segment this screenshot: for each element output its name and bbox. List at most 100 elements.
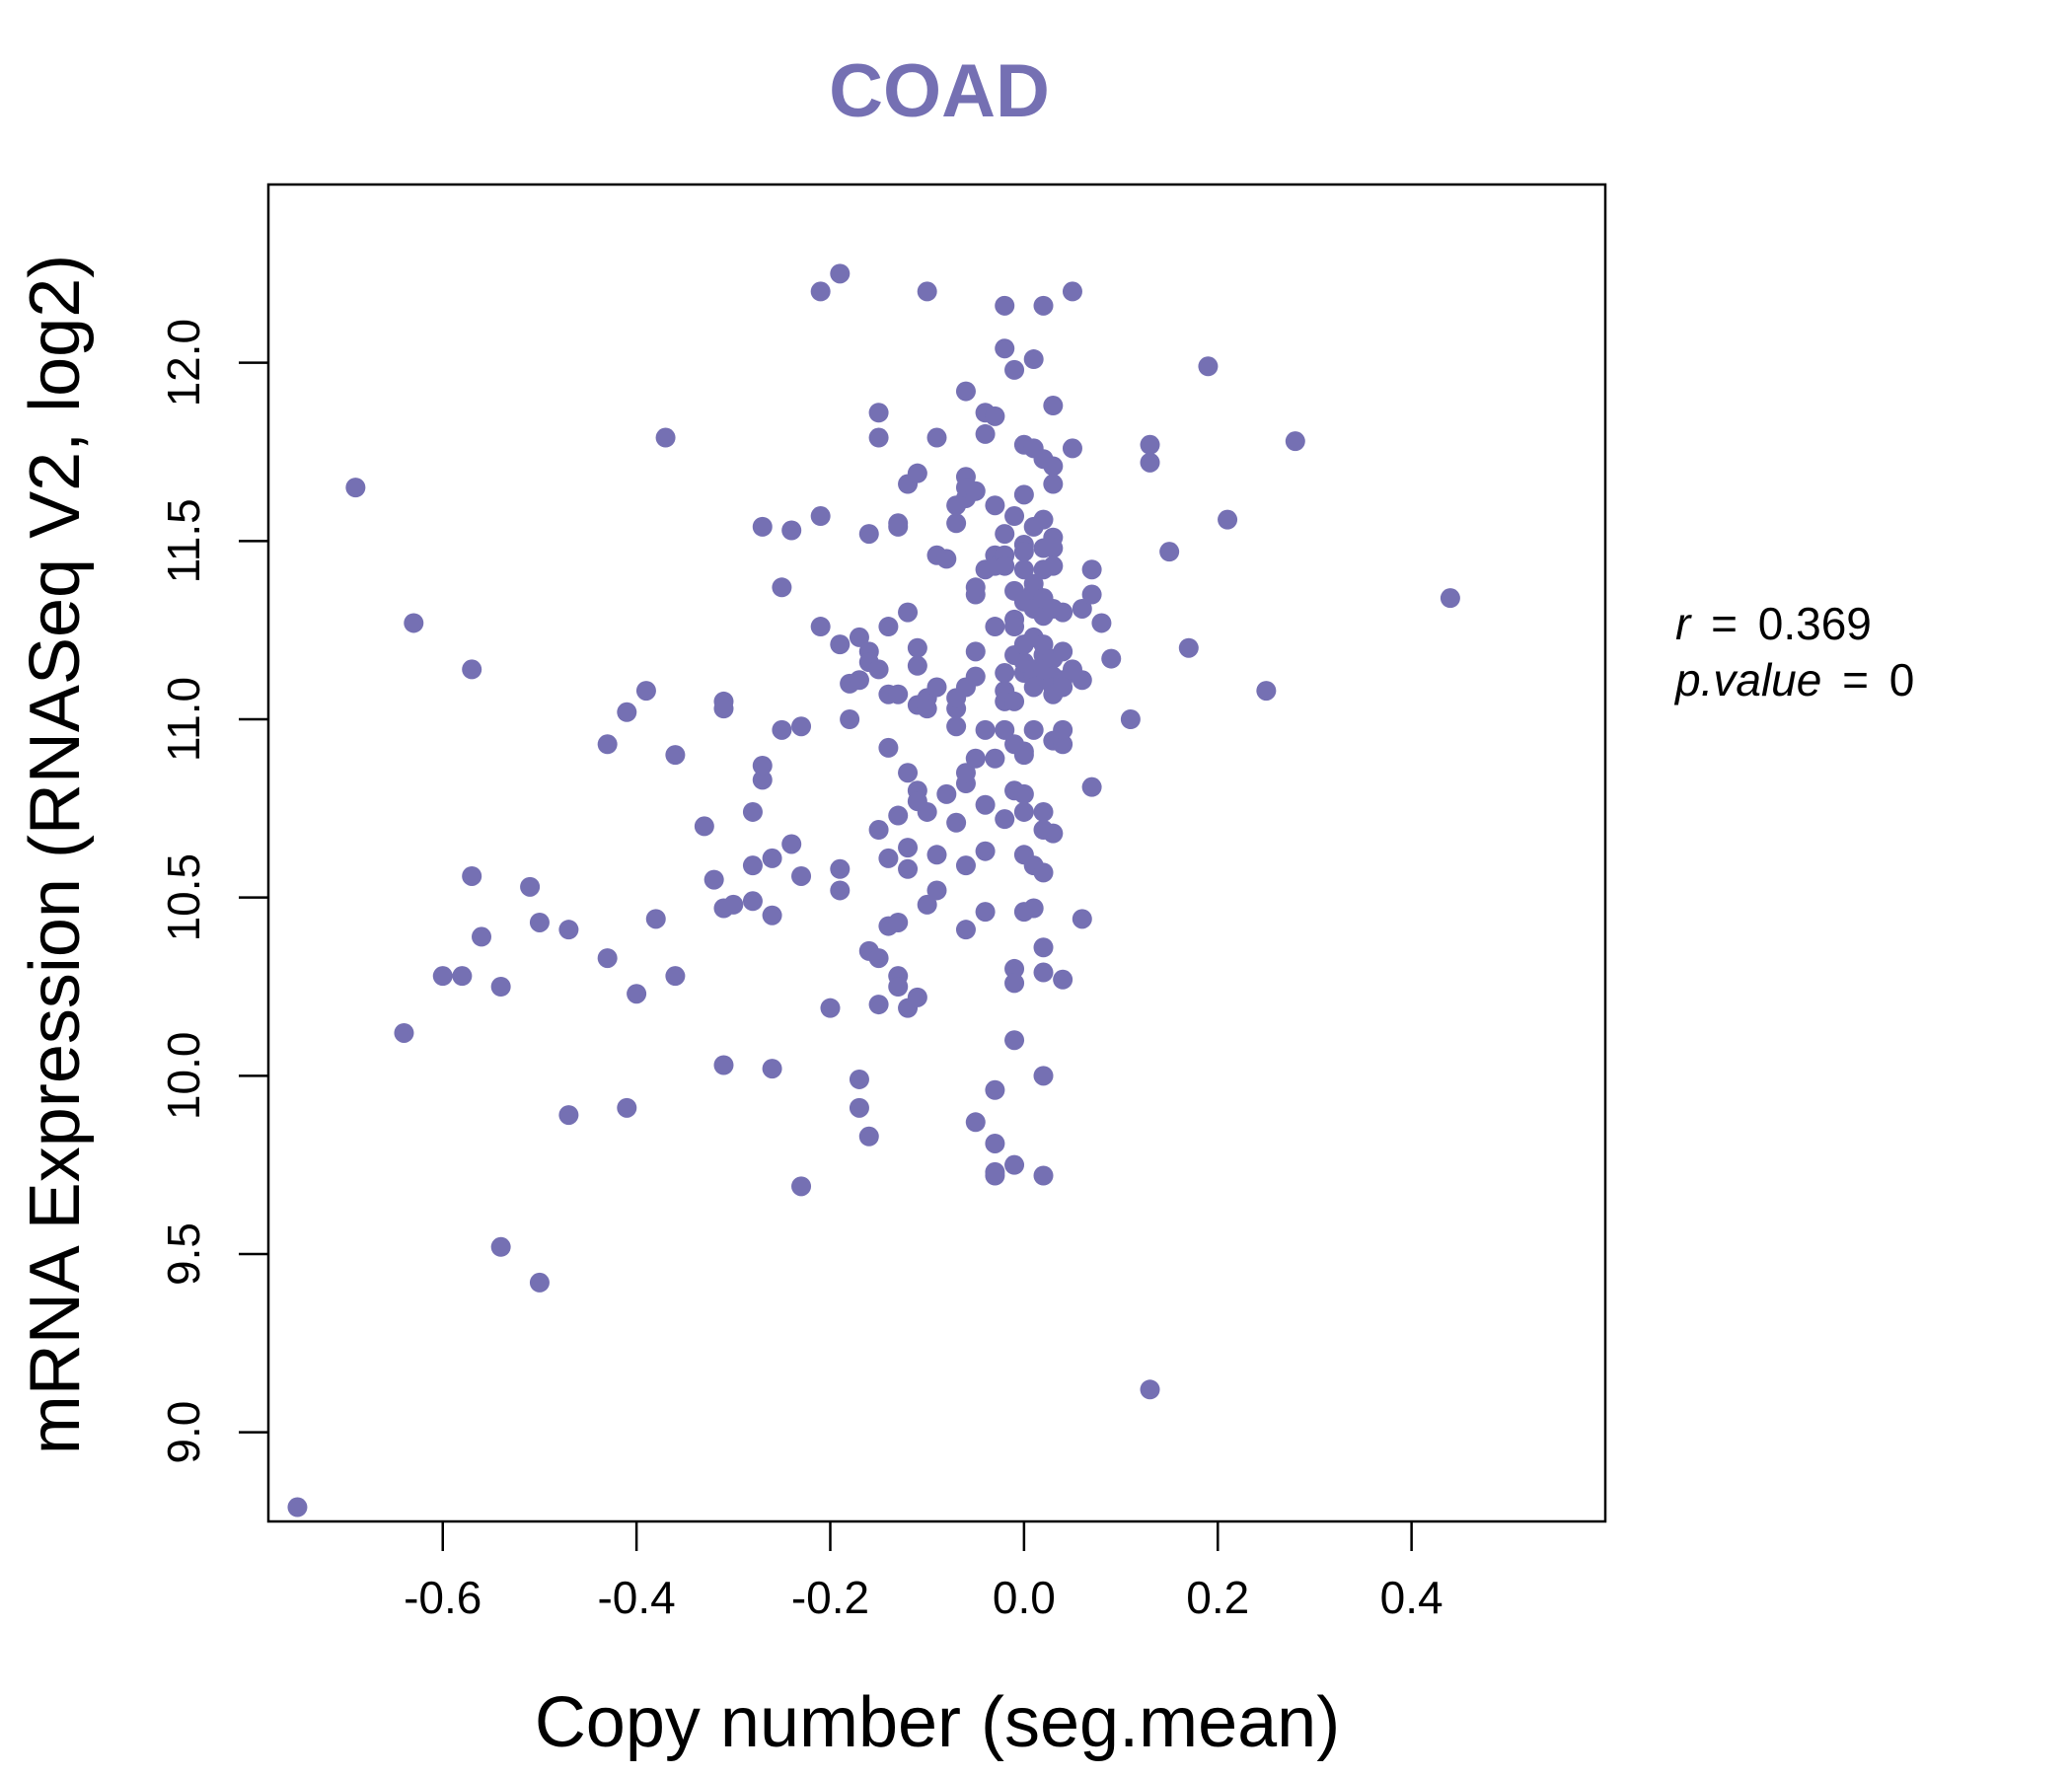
data-point xyxy=(462,865,482,886)
y-tick-label: 9.0 xyxy=(158,1401,209,1464)
data-point xyxy=(995,809,1015,830)
data-point xyxy=(810,506,831,527)
data-point xyxy=(955,763,976,783)
data-point xyxy=(772,719,792,740)
r-label: r xyxy=(1675,598,1692,649)
data-point xyxy=(1140,452,1160,473)
data-point xyxy=(907,463,927,483)
r-eq: = xyxy=(1711,598,1738,649)
y-tick-label: 11.5 xyxy=(158,498,209,583)
data-point xyxy=(694,816,714,837)
data-point xyxy=(878,737,899,758)
data-point xyxy=(965,641,986,662)
x-axis-ticks: -0.6 -0.4 -0.2 0.0 0.2 0.4 xyxy=(404,1521,1443,1623)
data-points xyxy=(287,263,1460,1517)
data-point xyxy=(985,406,1005,426)
data-point xyxy=(878,617,899,637)
data-point xyxy=(1004,617,1025,637)
data-point xyxy=(1004,359,1025,380)
data-point xyxy=(1004,1154,1025,1175)
data-point xyxy=(1033,962,1054,983)
data-point xyxy=(791,865,812,886)
data-point xyxy=(742,801,763,822)
data-point xyxy=(830,634,851,655)
data-point xyxy=(985,1165,1005,1186)
data-point xyxy=(995,295,1015,316)
data-point xyxy=(965,1112,986,1133)
data-point xyxy=(975,794,996,815)
plot-area-frame xyxy=(266,183,1607,1523)
data-point xyxy=(1159,542,1180,562)
chart-title: COAD xyxy=(829,49,1050,133)
data-point xyxy=(995,663,1015,684)
data-point xyxy=(1053,641,1073,662)
data-point xyxy=(917,801,937,822)
data-point xyxy=(1062,281,1082,302)
data-point xyxy=(703,869,724,890)
data-point xyxy=(1053,602,1073,623)
data-point xyxy=(1023,349,1044,370)
data-point xyxy=(752,755,773,776)
data-point xyxy=(946,513,967,534)
data-point xyxy=(917,281,937,302)
p-value: 0 xyxy=(1889,654,1915,705)
data-point xyxy=(742,891,763,912)
y-tick-label: 12.0 xyxy=(158,319,209,407)
data-point xyxy=(665,745,686,766)
data-point xyxy=(1013,783,1034,804)
data-point xyxy=(645,909,666,929)
x-tick-label: 0.2 xyxy=(1186,1572,1249,1623)
data-point xyxy=(1004,973,1025,994)
data-point xyxy=(752,770,773,790)
data-point xyxy=(1023,573,1044,594)
data-point xyxy=(810,281,831,302)
data-point xyxy=(1033,937,1054,958)
y-tick-label: 11.0 xyxy=(158,677,209,762)
x-tick-label: -0.4 xyxy=(597,1572,675,1623)
data-point xyxy=(404,613,424,633)
data-point xyxy=(1053,969,1073,990)
data-point xyxy=(907,637,927,658)
data-point xyxy=(1218,509,1238,530)
data-point xyxy=(936,549,957,569)
data-point xyxy=(955,920,976,940)
data-point xyxy=(490,1236,511,1257)
data-point xyxy=(820,998,841,1018)
data-point xyxy=(975,902,996,923)
data-point xyxy=(926,427,947,448)
data-point xyxy=(1072,909,1092,929)
data-point xyxy=(713,1055,734,1075)
data-point xyxy=(985,495,1005,516)
data-point xyxy=(849,1069,869,1089)
data-point xyxy=(713,699,734,719)
data-point xyxy=(975,423,996,444)
x-tick-label: 0.4 xyxy=(1380,1572,1443,1623)
data-point xyxy=(772,577,792,598)
data-point xyxy=(898,763,919,783)
data-point xyxy=(529,912,550,932)
data-point xyxy=(665,966,686,987)
data-point xyxy=(1178,637,1199,658)
data-point xyxy=(1440,588,1460,609)
data-point xyxy=(878,848,899,868)
data-point xyxy=(917,894,937,915)
data-point xyxy=(1140,1379,1160,1400)
data-point xyxy=(1023,898,1044,919)
data-point xyxy=(452,966,473,987)
data-point xyxy=(1072,598,1092,619)
data-point xyxy=(936,783,957,804)
data-point xyxy=(868,948,889,969)
data-point xyxy=(849,1097,869,1118)
data-point xyxy=(1043,396,1064,416)
data-point xyxy=(287,1497,308,1517)
data-point xyxy=(926,880,947,901)
data-point xyxy=(868,659,889,680)
data-point xyxy=(985,1133,1005,1153)
data-point xyxy=(849,627,869,647)
data-point xyxy=(868,995,889,1015)
data-point xyxy=(985,748,1005,769)
r-value: 0.369 xyxy=(1758,598,1872,649)
data-point xyxy=(1004,958,1025,979)
